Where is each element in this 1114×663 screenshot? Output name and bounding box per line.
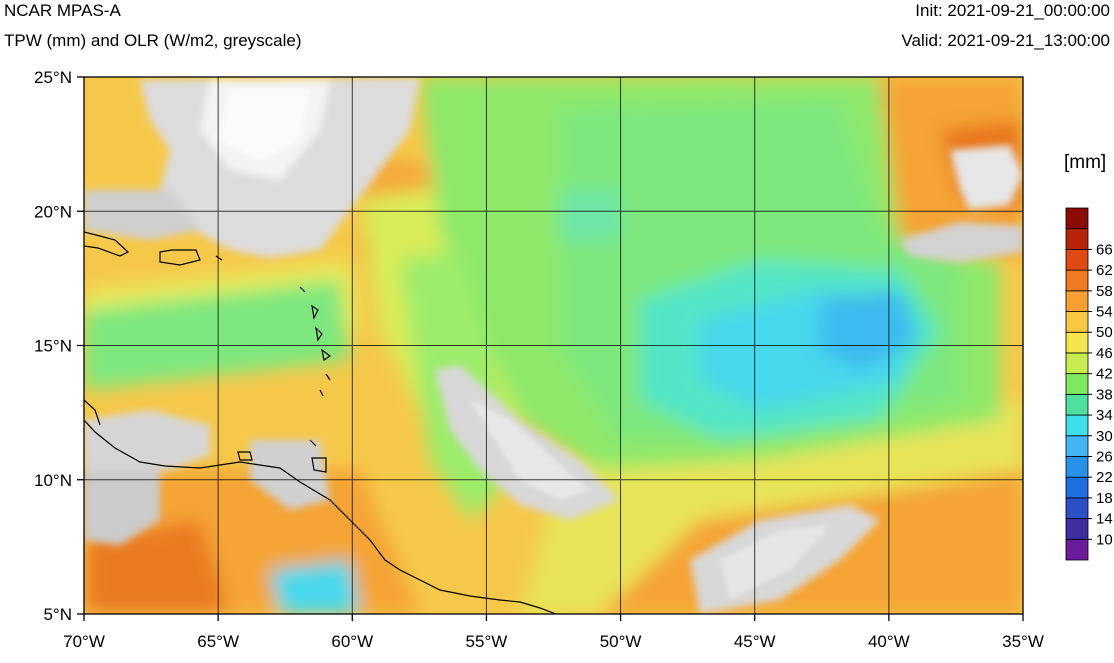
- map-subtitle: TPW (mm) and OLR (W/m2, greyscale): [4, 31, 302, 50]
- colorbar-swatch: [1065, 373, 1089, 395]
- colorbar-swatch: [1065, 249, 1089, 271]
- colorbar-swatch: [1065, 269, 1089, 292]
- colorbar-swatch: [1065, 414, 1089, 437]
- lat-tick-label: 25°N: [34, 68, 72, 87]
- colorbar-tick-label: 62: [1096, 262, 1113, 279]
- graticule: [84, 77, 1023, 614]
- lat-tick-label: 10°N: [34, 471, 72, 490]
- lon-tick-label: 50°W: [600, 632, 642, 651]
- colorbar-tick-label: 26: [1096, 448, 1113, 465]
- colorbar-tick-label: 10: [1096, 531, 1113, 548]
- colorbar-tick-label: 42: [1096, 366, 1113, 383]
- colorbar-swatch: [1065, 538, 1089, 561]
- colorbar-unit-label: [mm]: [1064, 152, 1107, 173]
- colorbar-swatch: [1065, 456, 1089, 478]
- colorbar-swatch: [1065, 518, 1089, 540]
- lon-tick-label: 35°W: [1002, 632, 1044, 651]
- init-time: Init: 2021-09-21_00:00:00: [915, 1, 1110, 20]
- colorbar-tick-label: 66: [1096, 241, 1113, 258]
- colorbar-swatch: [1065, 352, 1089, 375]
- colorbar-tick-label: 30: [1096, 428, 1113, 445]
- colorbar-tick-label: 38: [1096, 386, 1113, 403]
- colorbar-tick-label: 14: [1096, 511, 1113, 528]
- lon-tick-label: 45°W: [734, 632, 776, 651]
- lon-tick-label: 70°W: [63, 632, 105, 651]
- lon-tick-label: 55°W: [466, 632, 508, 651]
- colorbar-swatch: [1065, 207, 1089, 230]
- lon-tick-label: 40°W: [868, 632, 910, 651]
- colorbar-swatch: [1065, 290, 1089, 312]
- map-title: NCAR MPAS-A: [4, 1, 121, 20]
- lat-tick-label: 5°N: [43, 605, 72, 624]
- colorbar: 10 14 18 22 26 30 34 38 42 46 50 54 58 62 66: [1065, 207, 1113, 561]
- lat-tick-label: 20°N: [34, 202, 72, 221]
- colorbar-swatch: [1065, 435, 1089, 457]
- colorbar-tick-label: 50: [1096, 324, 1113, 341]
- coastlines: [84, 231, 557, 614]
- map-axes: 70°W 65°W 60°W 55°W 50°W 45°W 40°W 35°W 25°N 20°N…: [34, 68, 1044, 651]
- colorbar-swatch: [1065, 228, 1089, 250]
- lon-tick-label: 60°W: [331, 632, 373, 651]
- colorbar-tick-label: 58: [1096, 283, 1113, 300]
- lon-tick-label: 65°W: [197, 632, 239, 651]
- colorbar-swatch: [1065, 311, 1089, 333]
- colorbar-swatch: [1065, 476, 1089, 499]
- colorbar-tick-label: 18: [1096, 490, 1113, 507]
- colorbar-tick-label: 34: [1096, 407, 1113, 424]
- colorbar-tick-label: 22: [1096, 469, 1113, 486]
- colorbar-tick-label: 54: [1096, 304, 1113, 321]
- valid-time: Valid: 2021-09-21_13:00:00: [901, 31, 1110, 50]
- colorbar-tick-label: 46: [1096, 345, 1113, 362]
- lat-tick-label: 15°N: [34, 337, 72, 356]
- colorbar-swatch: [1065, 497, 1089, 519]
- tpw-field: [84, 77, 1023, 614]
- colorbar-swatch: [1065, 331, 1089, 354]
- colorbar-swatch: [1065, 393, 1089, 416]
